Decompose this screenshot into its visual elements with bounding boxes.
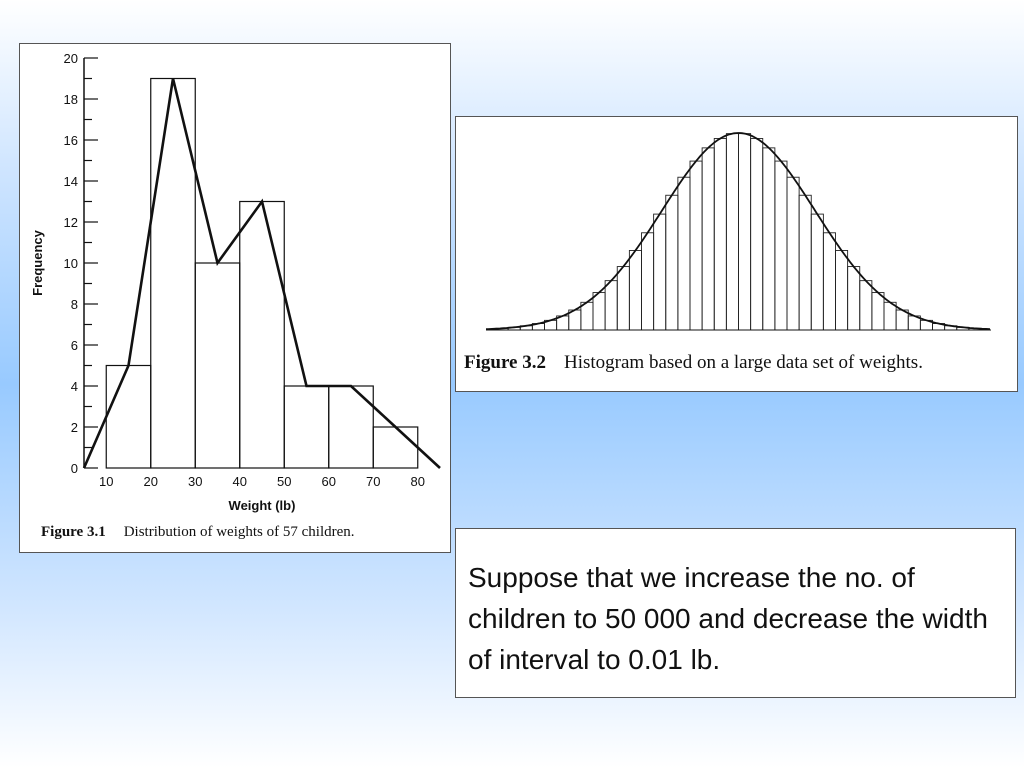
x-tick-label: 20	[144, 474, 158, 489]
figure-3-2-panel: Figure 3.2 Histogram based on a large dat…	[455, 116, 1018, 392]
histogram-bar	[725, 133, 739, 331]
histogram-bar	[604, 280, 618, 331]
histogram-bar	[822, 232, 836, 331]
histogram-bar	[641, 232, 655, 331]
figure-3-1-panel: 0 2 4 6 8 10 12 14 16 18 20 10 20 30 40 50 60 70 80 Weight …	[19, 43, 451, 553]
histogram-bar	[283, 385, 330, 469]
histogram-bar	[883, 301, 897, 331]
histogram-bar	[738, 133, 752, 331]
x-axis-title: Weight (lb)	[229, 498, 296, 513]
y-tick-label: 10	[64, 256, 78, 271]
y-tick-label: 12	[64, 215, 78, 230]
figure-3-1-caption-text: Distribution of weights of 57 children.	[123, 524, 355, 540]
figure-3-2-caption-text: Histogram based on a large data set of w…	[563, 352, 923, 373]
y-tick-label: 0	[71, 461, 78, 476]
x-tick-label: 60	[322, 474, 336, 489]
histogram-bar	[750, 138, 764, 331]
histogram-bar	[580, 301, 594, 331]
x-tick-label: 40	[233, 474, 247, 489]
histogram-bar	[194, 262, 241, 469]
histogram-bar	[701, 147, 715, 331]
x-tick-label: 30	[188, 474, 202, 489]
figure-3-2-chart	[486, 132, 991, 331]
histogram-bar	[798, 194, 812, 331]
histogram-bar	[616, 266, 630, 331]
y-axis-title: Frequency	[30, 229, 45, 296]
frequency-polygon	[82, 78, 441, 469]
x-tick-label: 70	[366, 474, 380, 489]
y-tick-label: 8	[71, 297, 78, 312]
histogram-bar	[762, 147, 776, 331]
y-tick-label: 4	[71, 379, 78, 394]
figure-3-1-chart: 0 2 4 6 8 10 12 14 16 18 20 10 20 30 40 50 60 70 80 Weight …	[30, 51, 441, 513]
histogram-bar	[810, 213, 824, 331]
y-tick-label: 14	[64, 174, 78, 189]
histogram-bar	[689, 160, 703, 331]
histogram-bar	[328, 385, 374, 469]
histogram-bar	[105, 364, 152, 469]
figure-3-1-caption-number: Figure 3.1	[41, 524, 106, 540]
y-tick-label: 6	[71, 338, 78, 353]
figure-3-2-caption: Figure 3.2 Histogram based on a large dat…	[464, 352, 923, 374]
histogram-bar	[372, 426, 419, 469]
note-box: Suppose that we increase the no. of chil…	[455, 528, 1016, 698]
figure-3-1-caption: Figure 3.1 Distribution of weights of 57 …	[41, 524, 355, 541]
histogram-bar	[859, 280, 873, 331]
histogram-bar	[786, 176, 800, 331]
histogram-bar	[847, 266, 861, 331]
histogram-bar	[677, 176, 691, 331]
y-tick-label: 2	[71, 420, 78, 435]
bell-curve	[486, 132, 991, 330]
x-tick-label: 50	[277, 474, 291, 489]
histogram-bar	[653, 213, 667, 331]
x-tick-label: 80	[411, 474, 425, 489]
figure-3-2-caption-number: Figure 3.2	[464, 352, 546, 373]
x-tick-label: 10	[99, 474, 113, 489]
histogram-bar	[871, 292, 885, 331]
histogram-bar	[239, 200, 285, 469]
histogram-bar	[150, 77, 196, 469]
note-text: Suppose that we increase the no. of chil…	[468, 562, 988, 675]
histogram-bar	[665, 194, 679, 331]
histogram-bar	[628, 250, 642, 331]
y-tick-label: 16	[64, 133, 78, 148]
histogram-bar	[592, 292, 606, 331]
y-tick-label: 20	[64, 51, 78, 66]
histogram-bar	[713, 138, 727, 331]
y-tick-label: 18	[64, 92, 78, 107]
histogram-bar	[835, 250, 849, 331]
histogram-bar	[774, 160, 788, 331]
